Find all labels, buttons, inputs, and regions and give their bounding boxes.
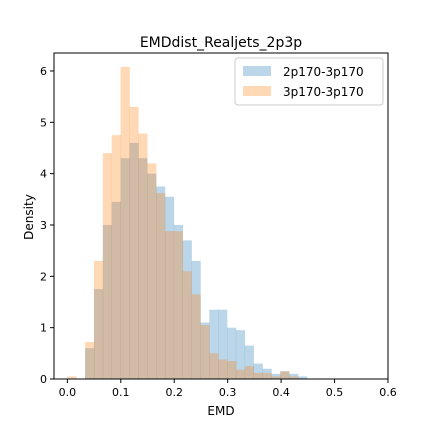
histogram-bar <box>67 376 77 379</box>
y-axis-ticks: 0 1 2 3 4 5 6 <box>40 65 54 386</box>
histogram-bar <box>298 376 308 379</box>
histogram-bar <box>280 371 290 379</box>
histogram-bar <box>164 196 175 379</box>
histogram-bar <box>253 372 263 379</box>
histogram-bar <box>173 224 183 379</box>
histogram-bar <box>244 345 254 379</box>
x-tick-label: 0.2 <box>165 386 183 399</box>
histogram-bar <box>209 309 219 379</box>
histogram-bar <box>120 158 130 379</box>
legend: 2p170-3p170 3p170-3p170 <box>234 57 384 106</box>
x-axis-label: EMD <box>207 404 234 418</box>
y-axis-label: Density <box>22 194 36 240</box>
histogram-bar <box>244 366 254 379</box>
histogram-bar <box>93 260 104 379</box>
histogram-bar <box>111 201 121 379</box>
y-tick-label: 3 <box>40 219 47 232</box>
histogram-bar <box>235 369 246 379</box>
x-tick-label: 0.6 <box>379 386 397 399</box>
histogram-bar <box>164 231 175 379</box>
y-tick-label: 6 <box>40 65 47 78</box>
histogram-bar <box>289 373 299 379</box>
legend-label-2p170-3p170: 2p170-3p170 <box>283 65 364 79</box>
x-tick-label: 0.3 <box>219 386 237 399</box>
histogram-bar <box>253 363 263 379</box>
histogram-bar <box>227 327 237 379</box>
histogram-bar <box>191 260 201 379</box>
histogram-bar <box>227 361 237 379</box>
histogram-bar <box>235 330 246 379</box>
histogram-bar <box>200 322 210 379</box>
histogram-bar <box>147 173 157 379</box>
plot-area <box>67 66 308 379</box>
x-tick-label: 0.0 <box>59 386 77 399</box>
x-tick-label: 0.1 <box>112 386 130 399</box>
histogram-bar <box>120 66 130 379</box>
histogram-bar <box>191 294 201 379</box>
legend-box <box>234 57 384 106</box>
histogram-bar <box>289 376 299 379</box>
histogram-bar <box>262 368 272 379</box>
histogram-bar <box>218 309 228 379</box>
histogram-bar <box>156 193 166 379</box>
legend-label-3p170-3p170: 3p170-3p170 <box>283 85 364 99</box>
histogram-bar <box>280 371 290 379</box>
legend-swatch-3p170-3p170 <box>243 86 271 96</box>
histogram-bar <box>182 271 192 379</box>
histogram-bar <box>200 325 210 379</box>
axes-frame <box>53 52 389 380</box>
y-tick-label: 4 <box>40 168 47 181</box>
y-tick-label: 1 <box>40 322 47 335</box>
histogram-bar <box>129 106 139 379</box>
x-axis-ticks: 0.0 0.1 0.2 0.3 0.4 0.5 0.6 <box>59 379 397 399</box>
histogram-bar <box>102 153 113 379</box>
histogram-bar <box>156 186 166 379</box>
histogram-bar <box>271 376 281 379</box>
histogram-bar <box>262 372 272 379</box>
histogram-bar <box>138 158 148 379</box>
histogram-bar <box>271 373 281 379</box>
histogram-bar <box>218 359 228 379</box>
histogram-bar <box>209 353 219 379</box>
series-2p170-3p170-bars <box>85 142 308 379</box>
histogram-bar <box>85 348 95 379</box>
histogram-bar <box>93 289 104 379</box>
histogram-bar <box>147 163 157 379</box>
chart-title: EMDdist_Realjets_2p3p <box>140 35 302 51</box>
x-tick-label: 0.5 <box>326 386 344 399</box>
histogram-bar <box>182 240 192 379</box>
histogram-bar <box>85 342 95 379</box>
x-tick-label: 0.4 <box>272 386 290 399</box>
y-tick-label: 2 <box>40 270 47 283</box>
histogram-bar <box>111 135 121 379</box>
histogram-bar <box>129 142 139 379</box>
y-tick-label: 0 <box>40 373 47 386</box>
y-tick-label: 5 <box>40 116 47 129</box>
histogram-bar <box>173 231 183 379</box>
histogram-bar <box>102 224 113 379</box>
legend-swatch-2p170-3p170 <box>243 66 271 76</box>
series-3p170-3p170-bars <box>67 66 299 379</box>
histogram-bar <box>138 133 148 379</box>
